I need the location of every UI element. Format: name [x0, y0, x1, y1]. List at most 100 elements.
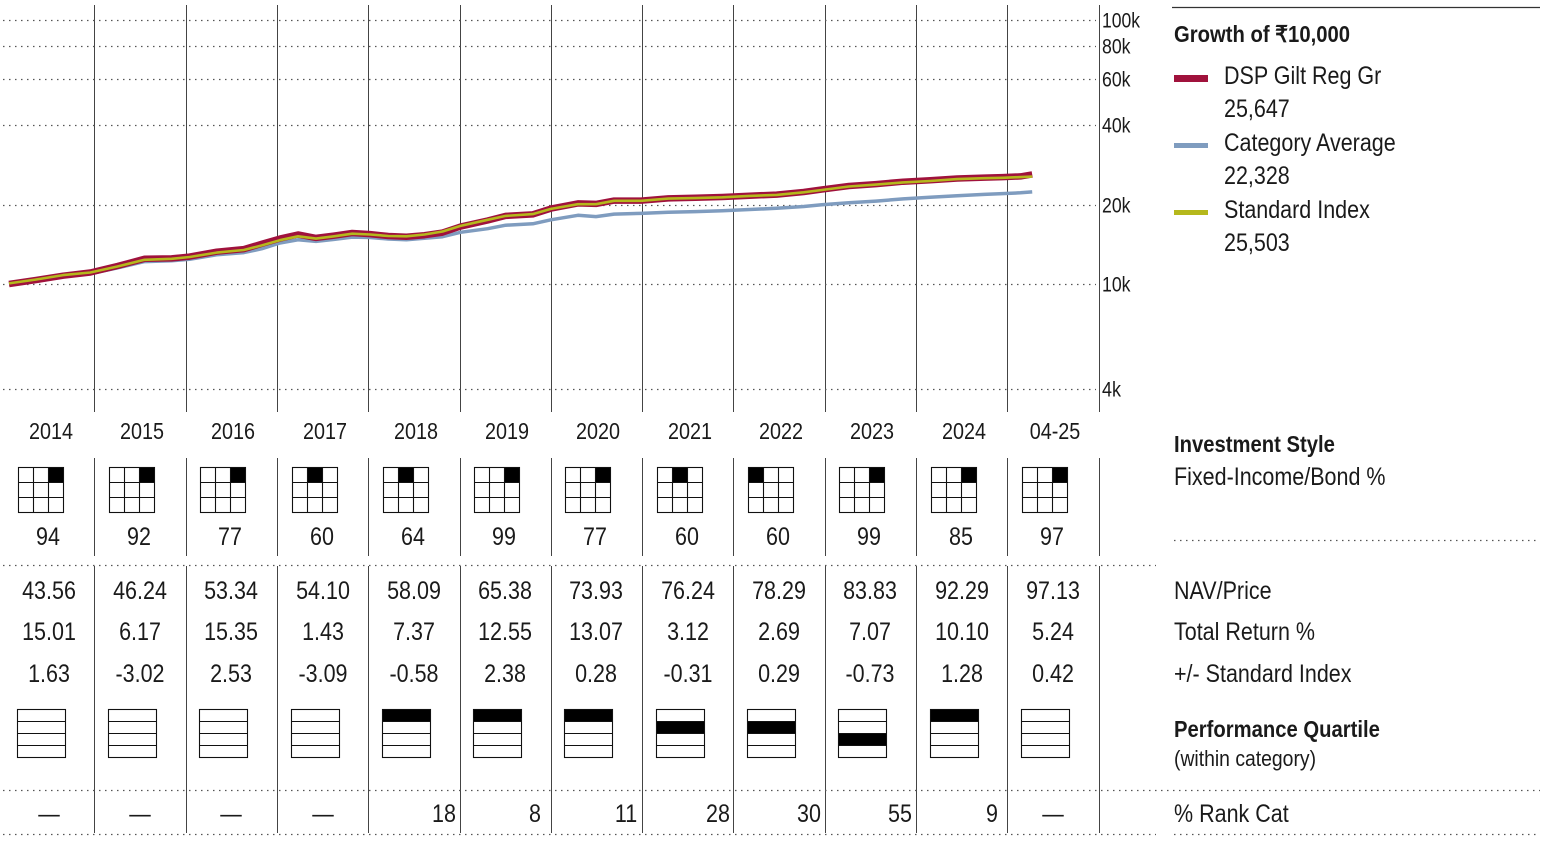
total-return-value: 3.12	[666, 618, 709, 646]
total-return-label: Total Return %	[1174, 618, 1316, 646]
total-return-value: 2.69	[758, 618, 800, 646]
quartile-subtitle: (within category)	[1174, 746, 1317, 771]
style-box-filled-cell	[504, 467, 520, 483]
total-return-value: 5.24	[1032, 618, 1074, 646]
legend-swatch	[1174, 210, 1208, 215]
rank-value: 30	[797, 800, 822, 828]
vs-index-value: -3.09	[298, 660, 348, 688]
style-box-filled-cell	[1052, 467, 1068, 483]
quartile-icon	[837, 708, 888, 759]
style-box-outline	[656, 466, 704, 514]
year-label: 2023	[850, 418, 895, 444]
quartile-icon	[107, 708, 158, 759]
nav-price-value: 54.10	[295, 577, 350, 605]
rank-value: 11	[615, 800, 638, 828]
quartile-filled-row	[382, 709, 431, 722]
vs-index-value: 2.53	[210, 660, 253, 688]
style-box-filled-cell	[230, 467, 246, 483]
style-box-icon	[108, 466, 156, 514]
style-box-icon	[17, 466, 65, 514]
nav-price-value: 43.56	[21, 577, 76, 605]
series-line-category-average	[8, 190, 1033, 286]
vs-index-value: 0.28	[575, 660, 618, 688]
total-return-value: 1.43	[301, 618, 344, 646]
legend-value: 25,503	[1224, 229, 1290, 257]
quartile-filled-row	[656, 721, 705, 734]
style-box-icon	[382, 466, 430, 514]
style-percent: 77	[218, 523, 243, 551]
quartile-icon	[1020, 708, 1071, 759]
total-return-value: 12.55	[478, 618, 533, 646]
total-return-value: 6.17	[119, 618, 161, 646]
rank-value: 9	[985, 800, 998, 828]
investment-style-subtitle: Fixed-Income/Bond %	[1174, 463, 1386, 491]
nav-price-value: 76.24	[660, 577, 715, 605]
style-percent: 77	[583, 523, 608, 551]
year-label: 2018	[393, 418, 438, 444]
year-label: 2015	[119, 418, 164, 444]
y-tick-label: 20k	[1102, 195, 1131, 218]
style-box-filled-cell	[307, 467, 323, 483]
style-box-outline	[747, 466, 795, 514]
rank-value: —	[1042, 800, 1064, 828]
vs-index-value: -0.58	[389, 660, 439, 688]
quartile-icon	[563, 708, 614, 759]
style-box-icon	[473, 466, 521, 514]
total-return-value: 7.07	[849, 618, 892, 646]
legend-label: DSP Gilt Reg Gr	[1224, 62, 1382, 90]
style-box-icon	[564, 466, 612, 514]
legend-label: Category Average	[1224, 129, 1396, 157]
vs-index-value: 2.38	[484, 660, 527, 688]
style-box-icon	[838, 466, 886, 514]
quartile-filled-row	[473, 709, 522, 722]
style-box-filled-cell	[748, 467, 764, 483]
y-tick-label: 4k	[1102, 379, 1121, 402]
style-box-icon	[1021, 466, 1069, 514]
legend-value: 25,647	[1224, 95, 1290, 123]
rank-value: 8	[529, 800, 542, 828]
style-percent: 99	[857, 523, 882, 551]
style-box-icon	[656, 466, 704, 514]
style-box-filled-cell	[139, 467, 155, 483]
style-box-filled-cell	[398, 467, 414, 483]
quartile-icon	[381, 708, 432, 759]
style-box-outline	[382, 466, 430, 514]
total-return-value: 15.35	[204, 618, 259, 646]
rank-value: —	[37, 800, 60, 828]
quartile-title: Performance Quartile	[1174, 716, 1380, 742]
quartile-icon	[655, 708, 706, 759]
vs-index-value: -0.31	[663, 660, 713, 688]
style-percent: 64	[400, 523, 425, 551]
quartile-icon	[472, 708, 523, 759]
vs-index-label: +/- Standard Index	[1174, 660, 1352, 688]
total-return-value: 10.10	[934, 618, 989, 646]
year-label: 2014	[28, 418, 73, 444]
style-percent: 99	[492, 523, 517, 551]
nav-price-value: 53.34	[204, 577, 259, 605]
rank-value: 55	[888, 800, 913, 828]
rank-value: —	[129, 800, 151, 828]
series-line-fund	[8, 171, 1033, 288]
style-box-outline	[1021, 466, 1069, 514]
nav-price-value: 46.24	[113, 577, 167, 605]
year-label: 2022	[759, 418, 804, 444]
quartile-filled-row	[838, 733, 887, 746]
year-label: 2021	[667, 418, 712, 444]
quartile-icon	[290, 708, 341, 759]
nav-price-value: 78.29	[752, 577, 806, 605]
quartile-icon	[198, 708, 249, 759]
style-box-outline	[930, 466, 978, 514]
y-tick-label: 80k	[1102, 36, 1131, 59]
style-box-filled-cell	[595, 467, 611, 483]
vs-index-value: 0.42	[1032, 660, 1074, 688]
rank-label: % Rank Cat	[1174, 800, 1289, 828]
series-line-standard-index	[8, 175, 1033, 285]
vs-index-value: -0.73	[845, 660, 895, 688]
quartile-icon	[16, 708, 67, 759]
style-box-filled-cell	[672, 467, 688, 483]
rank-value: 28	[705, 800, 730, 828]
legend-swatch	[1174, 75, 1208, 82]
style-box-outline	[17, 466, 65, 514]
y-tick-label: 60k	[1102, 69, 1131, 92]
quartile-icon	[929, 708, 980, 759]
